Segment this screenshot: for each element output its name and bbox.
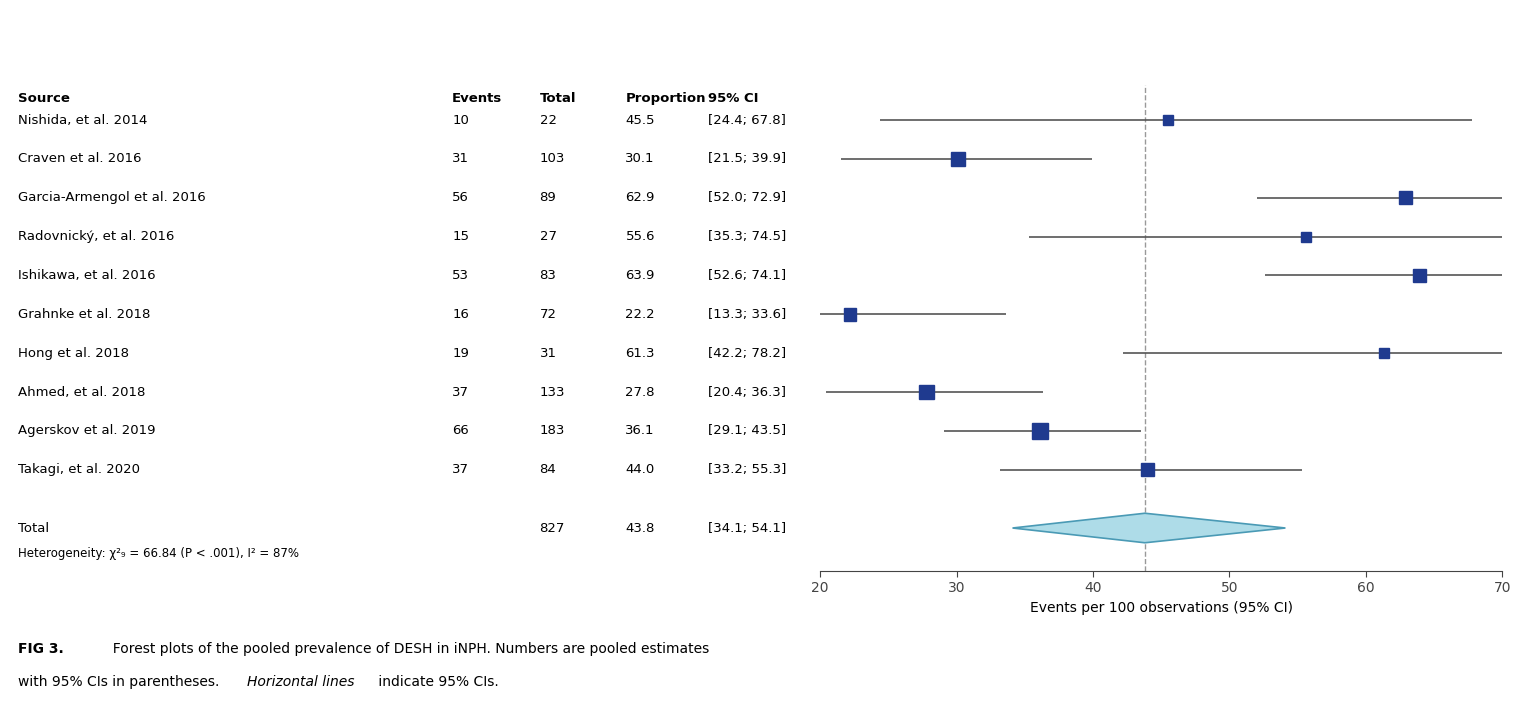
Text: Source: Source [18,92,71,105]
Bar [1378,348,1389,358]
Text: [34.1; 54.1]: [34.1; 54.1] [708,522,786,535]
Text: 10: 10 [452,113,469,126]
Text: 63.9: 63.9 [625,269,655,282]
Bar [1032,423,1049,439]
Text: 183: 183 [540,425,566,437]
Text: Total: Total [18,522,49,535]
Text: 72: 72 [540,308,556,320]
Text: 30.1: 30.1 [625,152,655,165]
Text: 37: 37 [452,463,469,476]
Text: 31: 31 [540,347,556,359]
Text: Ishikawa, et al. 2016: Ishikawa, et al. 2016 [18,269,156,282]
Text: 45.5: 45.5 [625,113,655,126]
Text: 103: 103 [540,152,566,165]
Text: [33.2; 55.3]: [33.2; 55.3] [708,463,786,476]
Text: [21.5; 39.9]: [21.5; 39.9] [708,152,786,165]
Text: [42.2; 78.2]: [42.2; 78.2] [708,347,786,359]
Text: [35.3; 74.5]: [35.3; 74.5] [708,230,786,243]
Text: Grahnke et al. 2018: Grahnke et al. 2018 [18,308,150,320]
Text: Ahmed, et al. 2018: Ahmed, et al. 2018 [18,386,146,398]
Text: 133: 133 [540,386,566,398]
Text: 55.6: 55.6 [625,230,655,243]
Text: [13.3; 33.6]: [13.3; 33.6] [708,308,786,320]
Bar [1400,191,1412,204]
Text: 43.8: 43.8 [625,522,655,535]
Polygon shape [1012,513,1285,543]
Text: [52.0; 72.9]: [52.0; 72.9] [708,191,786,204]
Text: [24.4; 67.8]: [24.4; 67.8] [708,113,786,126]
Bar [950,152,964,166]
Text: 19: 19 [452,347,469,359]
Text: 37: 37 [452,386,469,398]
Text: 89: 89 [540,191,556,204]
Text: 62.9: 62.9 [625,191,655,204]
Text: 44.0: 44.0 [625,463,655,476]
Text: FIG 3.: FIG 3. [18,642,64,656]
Bar [1141,463,1154,476]
Text: 95% CI: 95% CI [708,92,759,105]
Text: Events: Events [452,92,503,105]
Text: 66: 66 [452,425,469,437]
Text: Total: Total [540,92,576,105]
Text: Agerskov et al. 2019: Agerskov et al. 2019 [18,425,156,437]
Text: 36.1: 36.1 [625,425,655,437]
Text: with 95% CIs in parentheses.: with 95% CIs in parentheses. [18,675,224,689]
Text: 27: 27 [540,230,556,243]
Text: 22.2: 22.2 [625,308,655,320]
Text: Heterogeneity: χ²₉ = 66.84 (P < .001), I² = 87%: Heterogeneity: χ²₉ = 66.84 (P < .001), I… [18,547,299,560]
Text: Craven et al. 2016: Craven et al. 2016 [18,152,143,165]
Text: 83: 83 [540,269,556,282]
Bar [1413,269,1426,282]
Text: Nishida, et al. 2014: Nishida, et al. 2014 [18,113,147,126]
Text: 31: 31 [452,152,469,165]
Text: Radovnický, et al. 2016: Radovnický, et al. 2016 [18,230,175,243]
Text: 827: 827 [540,522,566,535]
Text: Garcia-Armengol et al. 2016: Garcia-Armengol et al. 2016 [18,191,205,204]
Text: 53: 53 [452,269,469,282]
Text: Proportion: Proportion [625,92,707,105]
Text: Horizontal lines: Horizontal lines [247,675,354,689]
Bar [1302,232,1311,242]
Text: 56: 56 [452,191,469,204]
Text: 61.3: 61.3 [625,347,655,359]
Text: [20.4; 36.3]: [20.4; 36.3] [708,386,786,398]
Text: 27.8: 27.8 [625,386,655,398]
Text: Hong et al. 2018: Hong et al. 2018 [18,347,129,359]
Text: [52.6; 74.1]: [52.6; 74.1] [708,269,786,282]
Text: 15: 15 [452,230,469,243]
Bar [920,385,934,399]
Text: 16: 16 [452,308,469,320]
Text: Takagi, et al. 2020: Takagi, et al. 2020 [18,463,141,476]
Text: 22: 22 [540,113,556,126]
Bar [1164,116,1173,125]
Text: Forest plots of the pooled prevalence of DESH in iNPH. Numbers are pooled estima: Forest plots of the pooled prevalence of… [104,642,710,656]
X-axis label: Events per 100 observations (95% CI): Events per 100 observations (95% CI) [1030,601,1292,615]
Bar [845,308,857,320]
Text: [29.1; 43.5]: [29.1; 43.5] [708,425,786,437]
Text: indicate 95% CIs.: indicate 95% CIs. [374,675,498,689]
Text: 84: 84 [540,463,556,476]
